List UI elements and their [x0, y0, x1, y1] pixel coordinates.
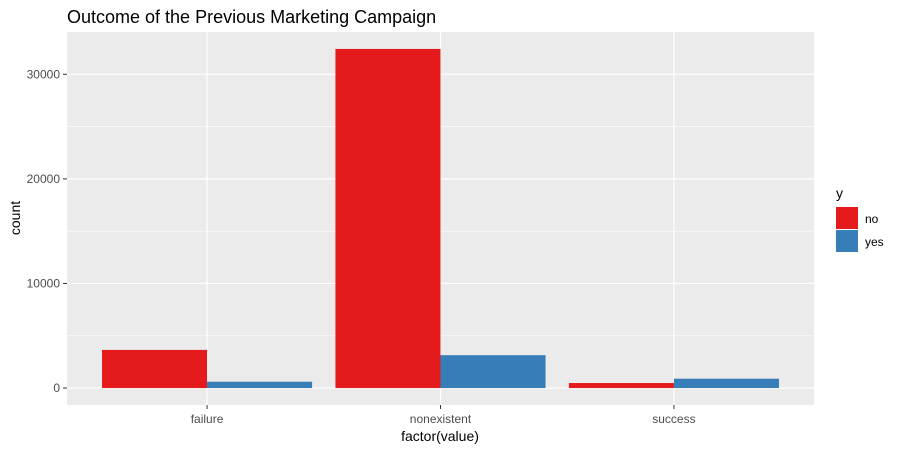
plot-panel: [67, 32, 814, 405]
legend: y no yes: [836, 185, 884, 252]
bar-success-no: [568, 383, 674, 389]
y-axis-title: count: [7, 201, 23, 235]
legend-label-yes: yes: [865, 235, 884, 249]
bars: [102, 48, 779, 389]
y-axis: 0 10000 20000 30000: [27, 67, 67, 395]
y-tick-label: 10000: [27, 276, 61, 290]
bar-nonexistent-no: [335, 48, 441, 389]
y-tick-label: 30000: [27, 67, 61, 81]
bar-nonexistent-yes: [440, 355, 546, 389]
chart-title: Outcome of the Previous Marketing Campai…: [67, 7, 436, 27]
legend-key-no: [836, 207, 858, 229]
bar-failure-no: [102, 349, 208, 389]
bar-success-yes: [673, 378, 779, 389]
legend-label-no: no: [865, 212, 879, 226]
y-tick-label: 0: [53, 381, 60, 395]
x-axis: failure nonexistent success: [191, 405, 696, 426]
x-tick-label: nonexistent: [410, 412, 472, 426]
y-tick-label: 20000: [27, 172, 61, 186]
x-axis-title: factor(value): [401, 428, 479, 444]
x-tick-label: failure: [191, 412, 224, 426]
legend-title: y: [836, 185, 843, 201]
x-tick-label: success: [652, 412, 695, 426]
legend-key-yes: [836, 230, 858, 252]
bar-failure-yes: [207, 381, 313, 389]
legend-items: no yes: [836, 207, 884, 252]
